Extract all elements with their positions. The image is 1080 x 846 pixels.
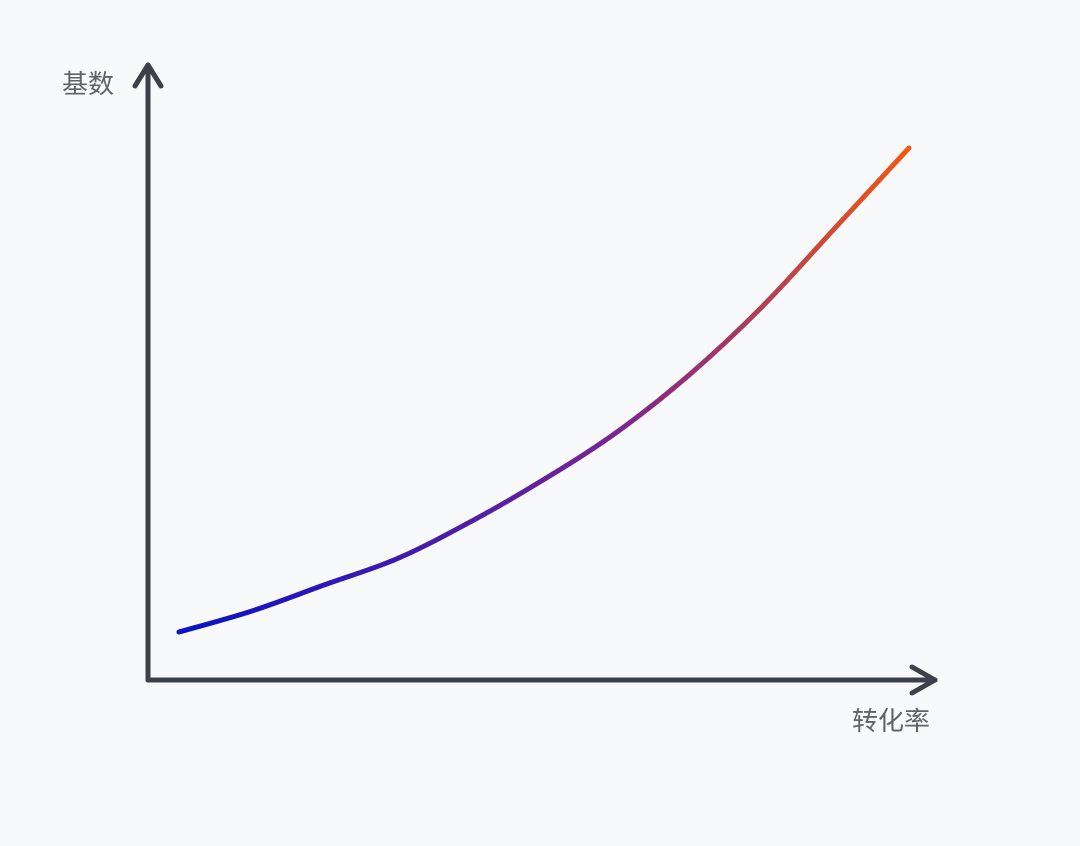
- axes: [132, 62, 938, 696]
- x-axis-label: 转化率: [852, 707, 931, 737]
- series-line: [176, 145, 912, 635]
- y-axis-arrow-icon: [132, 62, 164, 89]
- y-axis-label: 基数: [62, 70, 115, 100]
- x-axis-arrow-icon: [909, 664, 938, 696]
